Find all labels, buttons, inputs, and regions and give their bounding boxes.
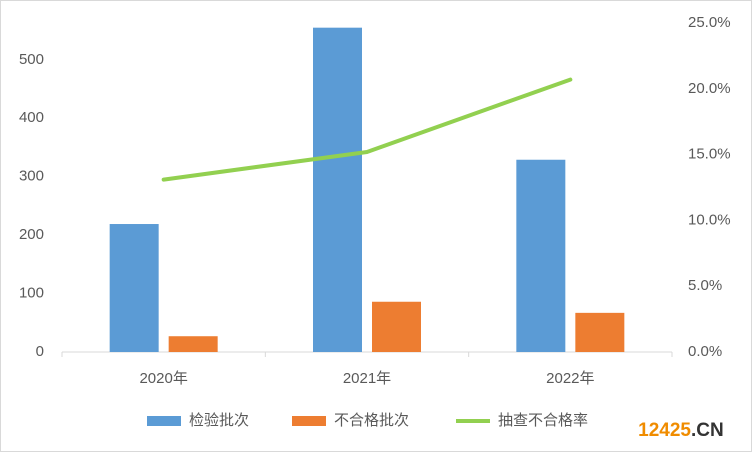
y-tick-label: 400 [19,109,44,126]
y-tick-label: 300 [19,168,44,185]
bar [313,27,362,352]
legend-label: 检验批次 [189,412,249,429]
watermark: 12425 [638,420,691,441]
line-series [161,77,573,182]
bar [109,224,159,352]
y-tick-label: 500 [19,51,44,68]
watermark: .CN [691,420,724,441]
y2-tick-label: 25.0% [688,14,731,31]
y2-tick-label: 10.0% [688,211,731,228]
x-tick-label: 2021年 [343,370,391,387]
x-tick-label: 2022年 [546,370,594,387]
bar [575,312,625,352]
y2-tick-label: 20.0% [688,80,731,97]
legend-label: 抽查不合格率 [498,412,588,429]
bar [372,301,421,352]
bar [168,336,218,352]
y-tick-label: 100 [19,285,44,302]
y-tick-label: 200 [19,226,44,243]
y2-tick-label: 0.0% [688,343,722,360]
y2-tick-label: 5.0% [688,277,722,294]
legend-swatch [147,416,181,426]
legend-label: 不合格批次 [334,412,409,429]
x-tick-label: 2020年 [139,370,187,387]
legend-swatch [292,416,326,426]
bar [516,159,566,352]
y2-tick-label: 15.0% [688,146,731,163]
y-tick-label: 0 [36,343,44,360]
